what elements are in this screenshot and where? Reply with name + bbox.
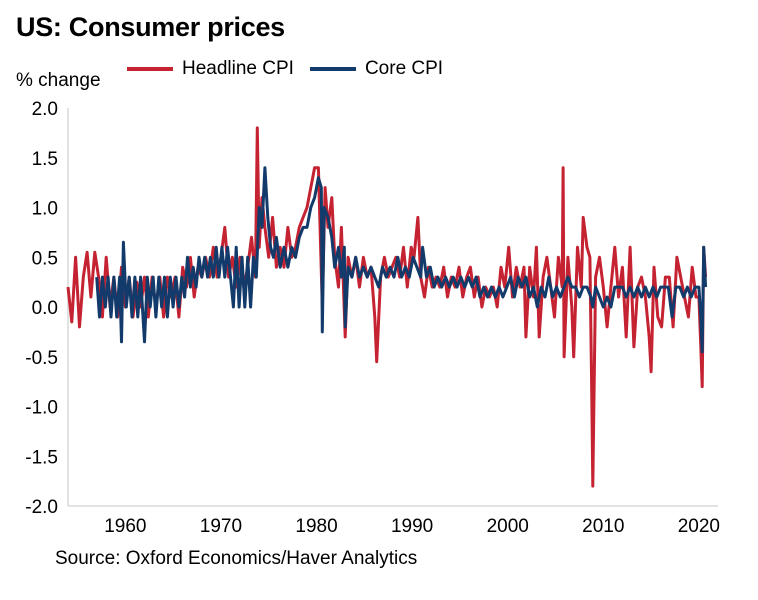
legend-label-core: Core CPI (364, 58, 444, 79)
y-axis-label: % change (16, 70, 101, 91)
legend-label-headline: Headline CPI (182, 58, 294, 79)
y-tick-label: 0.0 (32, 298, 58, 319)
source-note: Source: Oxford Economics/Haver Analytics (55, 548, 418, 569)
legend: Headline CPI Core CPI (127, 58, 459, 80)
y-tick-label: -2.0 (25, 497, 58, 518)
x-tick-label: 1960 (104, 516, 146, 537)
legend-swatch-core (309, 67, 356, 71)
x-tick-label: 1980 (295, 516, 337, 537)
y-tick-label: -1.5 (25, 447, 58, 468)
legend-item-headline: Headline CPI (127, 58, 294, 80)
y-tick-label: 0.5 (32, 248, 58, 269)
x-tick-label: 2010 (582, 516, 624, 537)
core-cpi-line (95, 166, 708, 354)
legend-swatch-headline (127, 67, 173, 71)
y-tick-label: 2.0 (32, 99, 58, 120)
y-tick-label: -1.0 (25, 398, 58, 419)
x-tick-label: 1990 (391, 516, 433, 537)
x-tick-label: 2000 (487, 516, 529, 537)
y-tick-label: 1.5 (32, 149, 58, 170)
y-tick-label: 1.0 (32, 199, 58, 220)
chart-title: US: Consumer prices (16, 12, 285, 42)
x-tick-label: 1970 (200, 516, 242, 537)
legend-item-core: Core CPI (309, 58, 444, 80)
headline-cpi-line (66, 126, 708, 488)
x-tick-label: 2020 (678, 516, 720, 537)
y-tick-label: -0.5 (25, 348, 58, 369)
